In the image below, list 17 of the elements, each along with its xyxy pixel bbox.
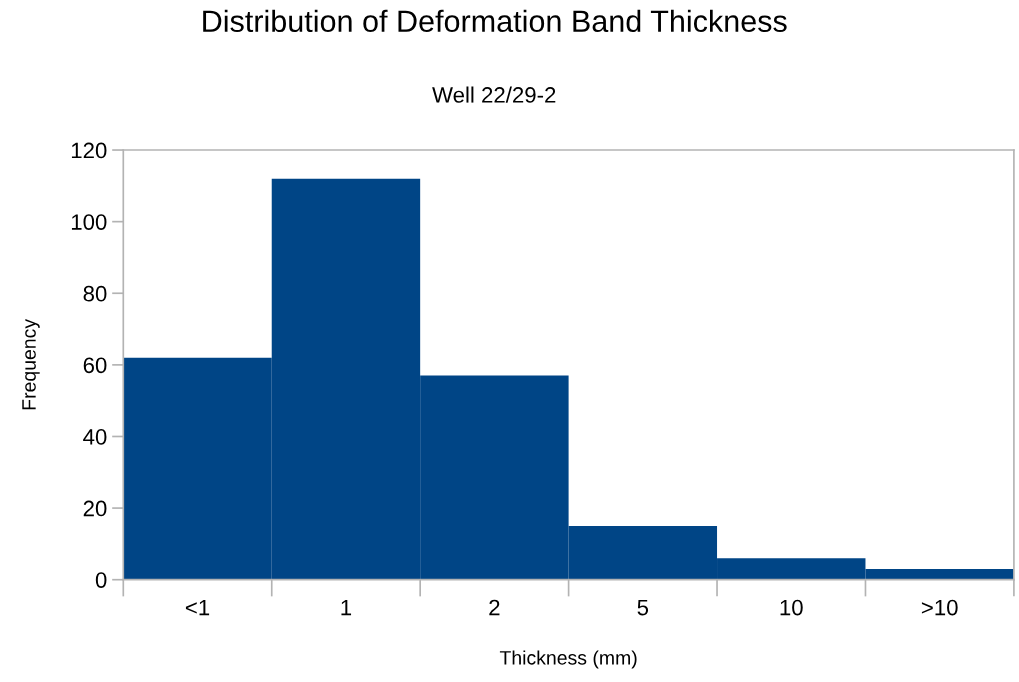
x-axis-title: Thickness (mm) xyxy=(499,650,637,669)
x-tick-label: >10 xyxy=(921,599,958,616)
x-tick-label: 2 xyxy=(489,599,500,616)
y-tick-label: 60 xyxy=(83,357,107,374)
y-tick-label: 20 xyxy=(83,500,107,517)
y-axis-title: Frequency xyxy=(22,318,40,410)
chart-title: Distribution of Deformation Band Thickness xyxy=(203,9,787,33)
y-tick-label: 0 xyxy=(95,572,107,588)
y-tick-label: 100 xyxy=(71,214,107,230)
y-tick-label: 40 xyxy=(83,429,107,445)
x-tick-label: 10 xyxy=(780,599,803,616)
y-tick-label: 80 xyxy=(83,285,107,302)
x-tick-label: <1 xyxy=(185,599,210,616)
x-tick-label: 1 xyxy=(341,599,352,616)
y-tick-label: 120 xyxy=(71,142,107,159)
chart-subtitle: Well 22/29-2 xyxy=(432,86,556,103)
x-tick-label: 5 xyxy=(637,599,649,616)
